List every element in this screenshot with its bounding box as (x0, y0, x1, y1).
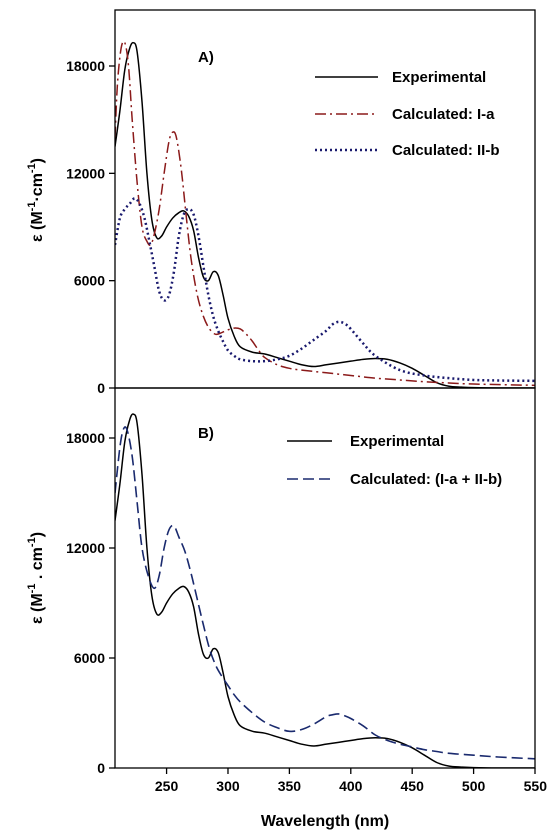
y-tick-label: 0 (97, 760, 105, 776)
panel-a-label: A) (198, 49, 214, 66)
y-tick-label: 6000 (74, 650, 105, 666)
legend-b-calc-sum: Calculated: (I-a + II-b) (350, 471, 502, 488)
series-line-b-0 (115, 413, 535, 768)
x-tick-label: 250 (155, 778, 179, 794)
legend-b-experimental: Experimental (350, 433, 444, 450)
y-tick-label: 18000 (66, 58, 105, 74)
panel-b-x-axis-label: Wavelength (nm) (261, 813, 389, 830)
x-tick-label: 300 (216, 778, 240, 794)
x-tick-label: 500 (462, 778, 486, 794)
series-line-a-2 (115, 197, 535, 383)
panel-a-series (115, 40, 535, 388)
panel-b-frame (114, 387, 536, 769)
panel-a-y-ticks: 0 6000 12000 18000 (66, 58, 115, 396)
y-tick-label: 12000 (66, 165, 105, 181)
panel-a-legend: Experimental Calculated: I-a Calculated:… (315, 69, 500, 159)
panel-b-legend: Experimental Calculated: (I-a + II-b) (287, 433, 502, 488)
y-tick-label: 0 (97, 380, 105, 396)
panel-b-x-ticks: 250 300 350 400 450 500 550 (155, 768, 547, 794)
panel-a: 0 6000 12000 18000 A) ε (M-1·cm-1) Experime… (26, 9, 536, 396)
panel-b-label: B) (198, 425, 214, 442)
series-line-b-1 (115, 426, 535, 760)
y-tick-label: 6000 (74, 273, 105, 289)
panel-b-y-ticks: 0 6000 12000 18000 (66, 430, 115, 776)
panel-a-y-axis-label: ε (M-1·cm-1) (26, 158, 46, 242)
y-tick-label: 18000 (66, 430, 105, 446)
x-tick-label: 350 (278, 778, 302, 794)
panel-b-y-axis-label: ε (M-1 . cm-1) (26, 532, 46, 624)
legend-a-calc-iib: Calculated: II-b (392, 142, 500, 159)
legend-a-experimental: Experimental (392, 69, 486, 86)
x-tick-label: 550 (524, 778, 548, 794)
series-line-a-1 (115, 40, 535, 387)
series-line-a-0 (115, 41, 535, 388)
x-tick-label: 450 (401, 778, 425, 794)
panel-b: 0 6000 12000 18000 250 300 350 400 450 500 550 B)… (26, 387, 547, 830)
panel-b-series (115, 413, 535, 768)
y-tick-label: 12000 (66, 540, 105, 556)
legend-a-calc-ia: Calculated: I-a (392, 106, 495, 123)
panel-a-frame (114, 9, 536, 389)
x-tick-label: 400 (339, 778, 363, 794)
